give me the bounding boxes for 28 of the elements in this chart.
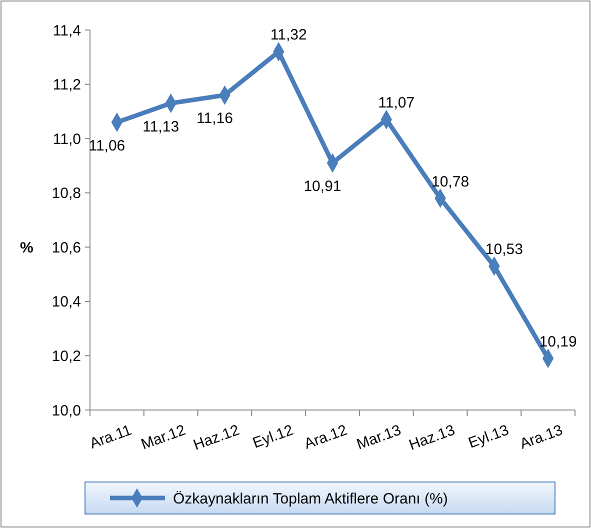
y-tick-label: 10,4 [52,294,81,311]
data-label: 11,13 [142,118,180,136]
data-label: 11,16 [196,110,233,128]
y-tick-label: 10,6 [52,239,81,256]
data-label: 10,53 [485,241,523,258]
x-tick-label: Haz.13 [406,422,458,454]
data-label: 10,78 [432,173,470,190]
legend-label: Özkaynakların Toplam Aktiflere Oranı (%) [173,490,448,508]
y-axis-title: % [20,239,34,256]
data-label: 11,07 [378,94,415,112]
data-label: 10,91 [304,178,342,195]
y-tick-label: 11,0 [52,130,81,148]
y-tick-label: 10,0 [52,402,81,420]
y-tick-label: 10,2 [52,348,81,365]
data-label: 10,19 [539,333,577,350]
x-tick-label: Ara.12 [302,422,350,453]
x-tick-label: Ara.13 [518,422,566,453]
x-tick-label: Mar.12 [138,422,188,454]
y-tick-label: 11,4 [52,22,81,40]
x-tick-label: Mar.13 [354,422,404,454]
x-tick-label: Eyl.12 [250,422,296,452]
y-tick-label: 11,2 [52,76,81,94]
x-tick-label: Eyl.13 [466,422,512,452]
data-label: 11,06 [88,137,126,154]
x-tick-label: Ara.11 [88,422,134,452]
data-label: 11,32 [270,26,307,44]
x-tick-label: Haz.12 [191,422,242,454]
y-tick-label: 10,8 [52,185,81,202]
